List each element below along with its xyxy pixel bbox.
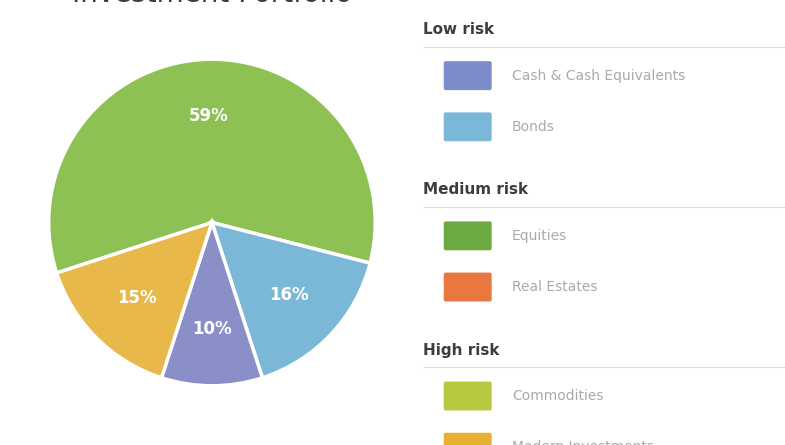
FancyBboxPatch shape	[444, 382, 491, 410]
Wedge shape	[57, 222, 212, 378]
Text: Commodities: Commodities	[512, 389, 604, 403]
Text: 10%: 10%	[192, 320, 232, 338]
Wedge shape	[49, 59, 375, 273]
FancyBboxPatch shape	[444, 272, 491, 302]
FancyBboxPatch shape	[444, 433, 491, 445]
Wedge shape	[162, 222, 262, 386]
Text: 16%: 16%	[269, 286, 309, 304]
Text: Modern Investments: Modern Investments	[512, 440, 654, 445]
Text: 15%: 15%	[117, 288, 157, 307]
FancyBboxPatch shape	[444, 112, 491, 142]
Text: 59%: 59%	[188, 107, 228, 125]
Text: Medium risk: Medium risk	[423, 182, 528, 198]
Wedge shape	[212, 222, 370, 378]
Text: High risk: High risk	[423, 343, 500, 358]
Text: Equities: Equities	[512, 229, 568, 243]
FancyBboxPatch shape	[444, 61, 491, 90]
Text: Real Estates: Real Estates	[512, 280, 597, 294]
Text: Bonds: Bonds	[512, 120, 555, 134]
FancyBboxPatch shape	[444, 221, 491, 250]
Title: Investment Portfolio: Investment Portfolio	[72, 0, 352, 8]
Text: Low risk: Low risk	[423, 22, 495, 37]
Text: Cash & Cash Equivalents: Cash & Cash Equivalents	[512, 69, 685, 83]
